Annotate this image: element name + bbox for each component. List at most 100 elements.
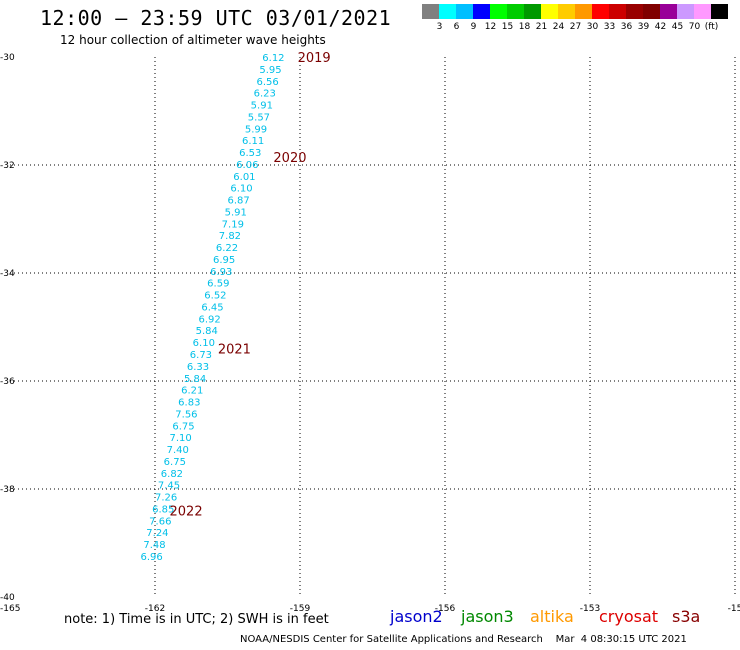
- color-legend-label: 45: [671, 22, 684, 32]
- time-label: 2019: [298, 51, 331, 66]
- color-legend-label: 39: [637, 22, 650, 32]
- wave-height-label: 7.56: [175, 409, 197, 420]
- credit-line: NOAA/NESDIS Center for Satellite Applica…: [240, 634, 687, 645]
- wave-height-label: 6.75: [172, 421, 194, 432]
- color-swatch: [609, 4, 626, 19]
- color-legend-label: 9: [470, 22, 477, 32]
- latitude-tick-label: -38: [0, 485, 15, 495]
- wave-height-label: 7.40: [167, 445, 189, 456]
- color-legend-label: 27: [569, 22, 582, 32]
- wave-height-label: 6.95: [213, 255, 235, 266]
- color-swatch: [592, 4, 609, 19]
- wave-height-label: 6.56: [256, 77, 278, 88]
- color-swatch: [456, 4, 473, 19]
- color-legend-label: 30: [586, 22, 599, 32]
- time-label: 2021: [218, 343, 251, 358]
- wave-height-label: 5.95: [259, 65, 281, 76]
- longitude-tick-label: -162: [145, 604, 165, 614]
- color-swatch: [677, 4, 694, 19]
- wave-height-label: 6.87: [227, 196, 249, 207]
- color-swatch: [575, 4, 592, 19]
- color-swatch: [660, 4, 677, 19]
- color-legend-label: 42: [654, 22, 667, 32]
- color-legend-label: 3: [436, 22, 443, 32]
- satellite-s3a: s3a: [672, 607, 701, 626]
- color-swatch: [507, 4, 524, 19]
- time-label: 2020: [273, 151, 306, 166]
- wave-height-label: 6.10: [230, 184, 252, 195]
- longitude-tick-label: -156: [435, 604, 456, 614]
- wave-height-label: 7.48: [143, 540, 165, 551]
- longitude-tick-label: -165: [0, 604, 20, 614]
- color-legend-label: 33: [603, 22, 616, 32]
- color-swatch: [541, 4, 558, 19]
- latitude-tick-label: -32: [0, 161, 15, 171]
- wave-height-label: 5.57: [248, 112, 270, 123]
- color-swatch: [490, 4, 507, 19]
- longitude-tick-label: -153: [580, 604, 600, 614]
- page-title: 12:00 – 23:59 UTC 03/01/2021: [40, 6, 392, 30]
- time-label: 2022: [170, 505, 203, 520]
- color-legend-label: 70: [688, 22, 701, 32]
- color-swatch: [558, 4, 575, 19]
- latitude-tick-label: -36: [0, 377, 15, 387]
- wave-height-label: 6.10: [193, 338, 215, 349]
- longitude-tick-label: -159: [290, 604, 311, 614]
- color-swatch: [694, 4, 711, 19]
- longitude-tick-label: -15: [728, 604, 740, 614]
- wave-height-label: 7.26: [155, 493, 177, 504]
- color-legend-label: 12: [484, 22, 497, 32]
- color-swatch: [422, 4, 439, 19]
- wave-height-label: 6.12: [262, 53, 284, 64]
- wave-height-label: 6.73: [190, 350, 212, 361]
- wave-height-label: 7.19: [222, 219, 244, 230]
- color-legend-label: 36: [620, 22, 633, 32]
- latitude-tick-label: -40: [0, 593, 15, 603]
- color-swatch: [473, 4, 490, 19]
- color-legend-label: 15: [501, 22, 514, 32]
- color-swatch: [439, 4, 456, 19]
- wave-height-label: 6.82: [161, 469, 183, 480]
- latitude-tick-label: -30: [0, 53, 15, 63]
- wave-height-label: 6.11: [242, 136, 264, 147]
- color-swatch: [711, 4, 728, 19]
- wave-height-label: 5.84: [196, 326, 218, 337]
- latitude-tick-label: -34: [0, 269, 15, 279]
- color-legend-label: 6: [453, 22, 460, 32]
- wave-height-label: 7.45: [158, 481, 180, 492]
- wave-height-label: 6.06: [236, 160, 258, 171]
- wave-height-label: 6.83: [178, 398, 200, 409]
- color-swatch: [643, 4, 660, 19]
- wave-height-label: 7.66: [149, 516, 171, 527]
- page-subtitle: 12 hour collection of altimeter wave hei…: [60, 33, 326, 47]
- wave-height-label: 7.82: [219, 231, 241, 242]
- wave-height-label: 6.75: [164, 457, 186, 468]
- wave-height-label: 6.85: [152, 504, 174, 515]
- color-legend-label: 21: [535, 22, 548, 32]
- wave-height-label: 6.59: [207, 279, 229, 290]
- wave-height-label: 6.96: [140, 552, 162, 563]
- wave-height-label: 6.45: [201, 302, 223, 313]
- wave-height-label: 6.21: [181, 386, 203, 397]
- color-swatch: [524, 4, 541, 19]
- wave-height-label: 5.91: [225, 207, 247, 218]
- color-legend-label: (ft): [704, 22, 719, 32]
- wave-height-label: 7.24: [146, 528, 168, 539]
- wave-height-label: 6.93: [210, 267, 232, 278]
- wave-height-label: 6.23: [254, 89, 276, 100]
- color-swatch: [626, 4, 643, 19]
- color-legend-label: 24: [552, 22, 565, 32]
- wave-height-label: 6.53: [239, 148, 261, 159]
- wave-height-label: 5.99: [245, 124, 267, 135]
- wave-height-label: 7.10: [169, 433, 191, 444]
- wave-height-label: 5.84: [184, 374, 206, 385]
- note-text: note: 1) Time is in UTC; 2) SWH is in fe…: [64, 612, 329, 627]
- wave-height-label: 6.92: [198, 314, 220, 325]
- satellite-jason3: jason3: [461, 607, 514, 626]
- satellite-altika: altika: [530, 607, 574, 626]
- wave-height-label: 6.01: [233, 172, 255, 183]
- satellite-cryosat: cryosat: [599, 607, 659, 626]
- wave-height-label: 6.22: [216, 243, 238, 254]
